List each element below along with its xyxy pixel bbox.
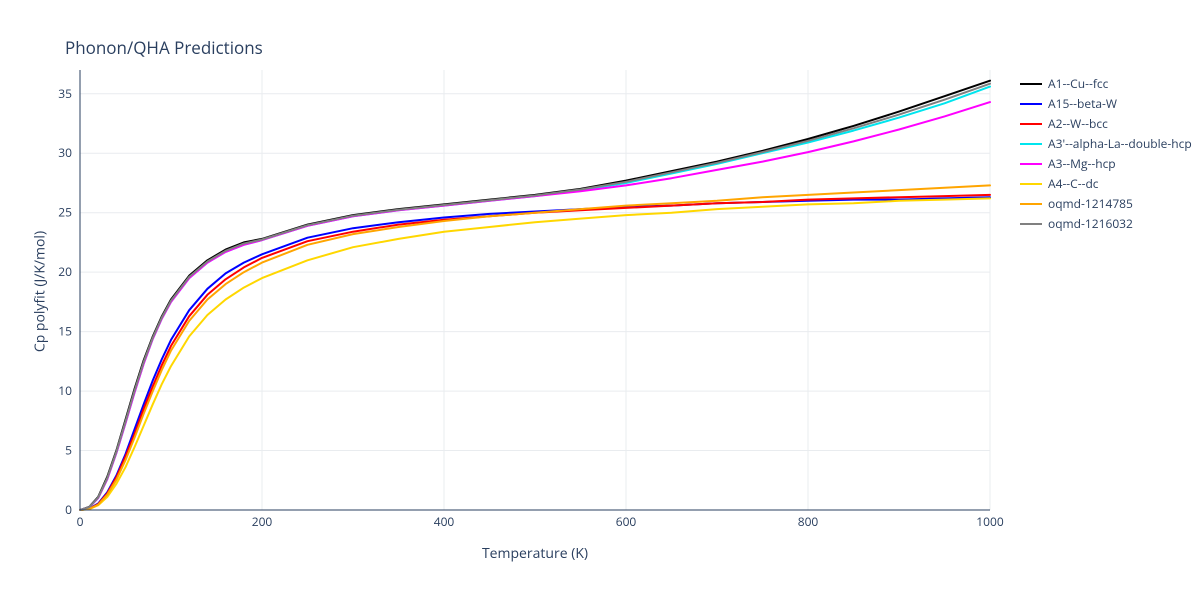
chart-container: Phonon/QHA Predictions 02004006008001000… [0,0,1200,600]
legend-label: A4--C--dc [1048,175,1099,192]
x-tick-label: 400 [434,513,455,530]
legend-label: A15--beta-W [1048,95,1117,112]
legend: A1--Cu--fcc A15--beta-W A2--W--bcc A3'--alp… [1020,75,1192,235]
y-axis-label: Cp polyfit (J/K/mol) [31,202,50,382]
y-tick-label: 25 [58,204,72,221]
legend-label: oqmd-1214785 [1048,195,1133,212]
legend-label: A3--Mg--hcp [1048,155,1116,172]
legend-swatch [1020,103,1042,105]
series-line[interactable] [80,197,990,510]
legend-item[interactable]: A3'--alpha-La--double-hcp [1020,135,1192,152]
y-tick-label: 20 [58,263,72,280]
x-tick-label: 800 [798,513,819,530]
legend-swatch [1020,123,1042,125]
legend-label: A1--Cu--fcc [1048,75,1108,92]
legend-label: A3'--alpha-La--double-hcp [1048,135,1192,152]
x-tick-label: 0 [77,513,84,530]
legend-swatch [1020,83,1042,85]
legend-item[interactable]: A3--Mg--hcp [1020,155,1192,172]
legend-swatch [1020,223,1042,225]
legend-item[interactable]: A15--beta-W [1020,95,1192,112]
legend-swatch [1020,203,1042,205]
x-tick-label: 600 [616,513,637,530]
series-line[interactable] [80,195,990,510]
legend-swatch [1020,163,1042,165]
series-line[interactable] [80,185,990,510]
series-line[interactable] [80,81,990,510]
legend-swatch [1020,143,1042,145]
y-tick-label: 35 [58,85,72,102]
x-tick-label: 200 [252,513,273,530]
legend-item[interactable]: A1--Cu--fcc [1020,75,1192,92]
legend-item[interactable]: oqmd-1214785 [1020,195,1192,212]
series-line[interactable] [80,87,990,510]
legend-item[interactable]: A2--W--bcc [1020,115,1192,132]
series-line[interactable] [80,84,990,510]
y-tick-label: 10 [58,382,72,399]
y-tick-label: 5 [65,442,72,459]
series-line[interactable] [80,198,990,510]
legend-item[interactable]: A4--C--dc [1020,175,1192,192]
legend-item[interactable]: oqmd-1216032 [1020,215,1192,232]
chart-title: Phonon/QHA Predictions [65,36,263,59]
y-tick-label: 0 [65,501,72,518]
y-tick-label: 30 [58,144,72,161]
legend-label: A2--W--bcc [1048,115,1108,132]
x-tick-label: 1000 [976,513,1004,530]
legend-label: oqmd-1216032 [1048,215,1133,232]
y-tick-label: 15 [58,323,72,340]
legend-swatch [1020,183,1042,185]
x-axis-label: Temperature (K) [80,544,990,563]
